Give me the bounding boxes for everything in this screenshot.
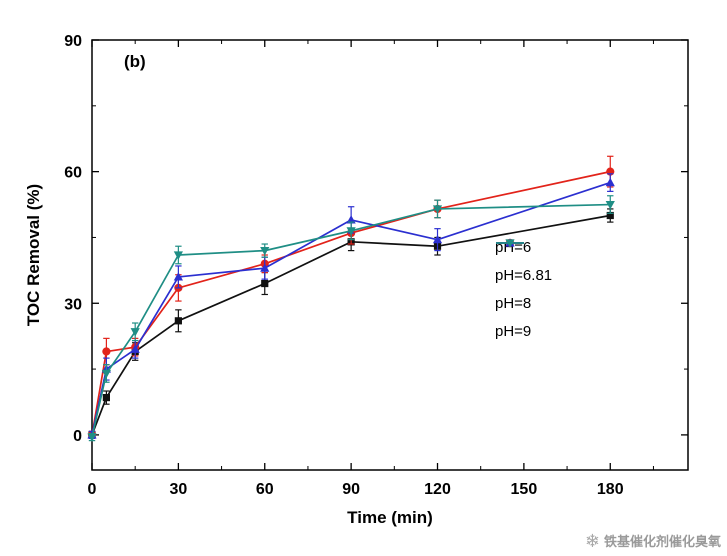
- legend: pH=6 pH=6.81 pH=8 pH=9: [495, 236, 552, 342]
- marker-square: [102, 394, 110, 402]
- marker-square: [174, 317, 182, 325]
- marker-triangle-down: [260, 247, 270, 256]
- x-tick-label: 120: [424, 481, 451, 498]
- y-axis-label: TOC Removal (%): [24, 183, 43, 327]
- legend-item-ph-8: pH=8: [495, 238, 552, 314]
- series-pH=9: [87, 195, 615, 442]
- legend-item-ph-9: pH=9: [495, 239, 552, 342]
- marker-square: [606, 211, 614, 220]
- x-tick-label: 0: [88, 481, 97, 498]
- marker-triangle-up: [173, 272, 183, 281]
- marker-triangle-up: [605, 177, 615, 187]
- series-line: [91, 203, 611, 438]
- x-tick-label: 60: [256, 481, 274, 498]
- marker-triangle-up: [260, 263, 270, 272]
- marker-triangle-down: [605, 200, 615, 210]
- marker-circle: [102, 347, 111, 356]
- watermark-text: 铁基催化剂催化臭氧: [603, 534, 721, 549]
- marker-triangle-down: [173, 251, 183, 260]
- marker-triangle-down: [130, 328, 140, 337]
- marker-triangle-up: [346, 215, 356, 224]
- legend-label: pH=6.81: [495, 266, 553, 284]
- watermark: ❄ 铁基催化剂催化臭氧: [585, 531, 721, 550]
- y-tick-label: 60: [64, 165, 82, 182]
- marker-triangle-down: [432, 205, 443, 214]
- x-tick-label: 90: [342, 481, 360, 498]
- marker-triangle-down: [346, 227, 356, 236]
- marker-triangle-up: [130, 344, 140, 353]
- marker-triangle-down: [505, 239, 515, 248]
- x-tick-label: 180: [597, 481, 624, 498]
- x-axis-label: Time (min): [347, 508, 433, 527]
- marker-triangle-down: [101, 369, 111, 379]
- legend-marker-icon: [496, 239, 524, 248]
- y-tick-label: 90: [64, 33, 82, 50]
- legend-label: pH=9: [495, 322, 532, 340]
- legend-label: pH=8: [495, 294, 532, 312]
- marker-square: [261, 279, 269, 288]
- y-tick-label: 30: [64, 296, 82, 313]
- y-tick-label: 0: [73, 428, 82, 445]
- snowflake-icon: ❄: [584, 530, 600, 551]
- series-line: [91, 214, 611, 436]
- marker-triangle-down: [87, 433, 97, 442]
- plot-frame: [91, 39, 689, 471]
- x-tick-label: 150: [511, 481, 538, 498]
- x-tick-label: 30: [169, 481, 187, 498]
- panel-label: (b): [124, 52, 146, 71]
- legend-item-ph-6.81: pH=6.81: [495, 238, 553, 286]
- marker-triangle-up: [432, 234, 443, 244]
